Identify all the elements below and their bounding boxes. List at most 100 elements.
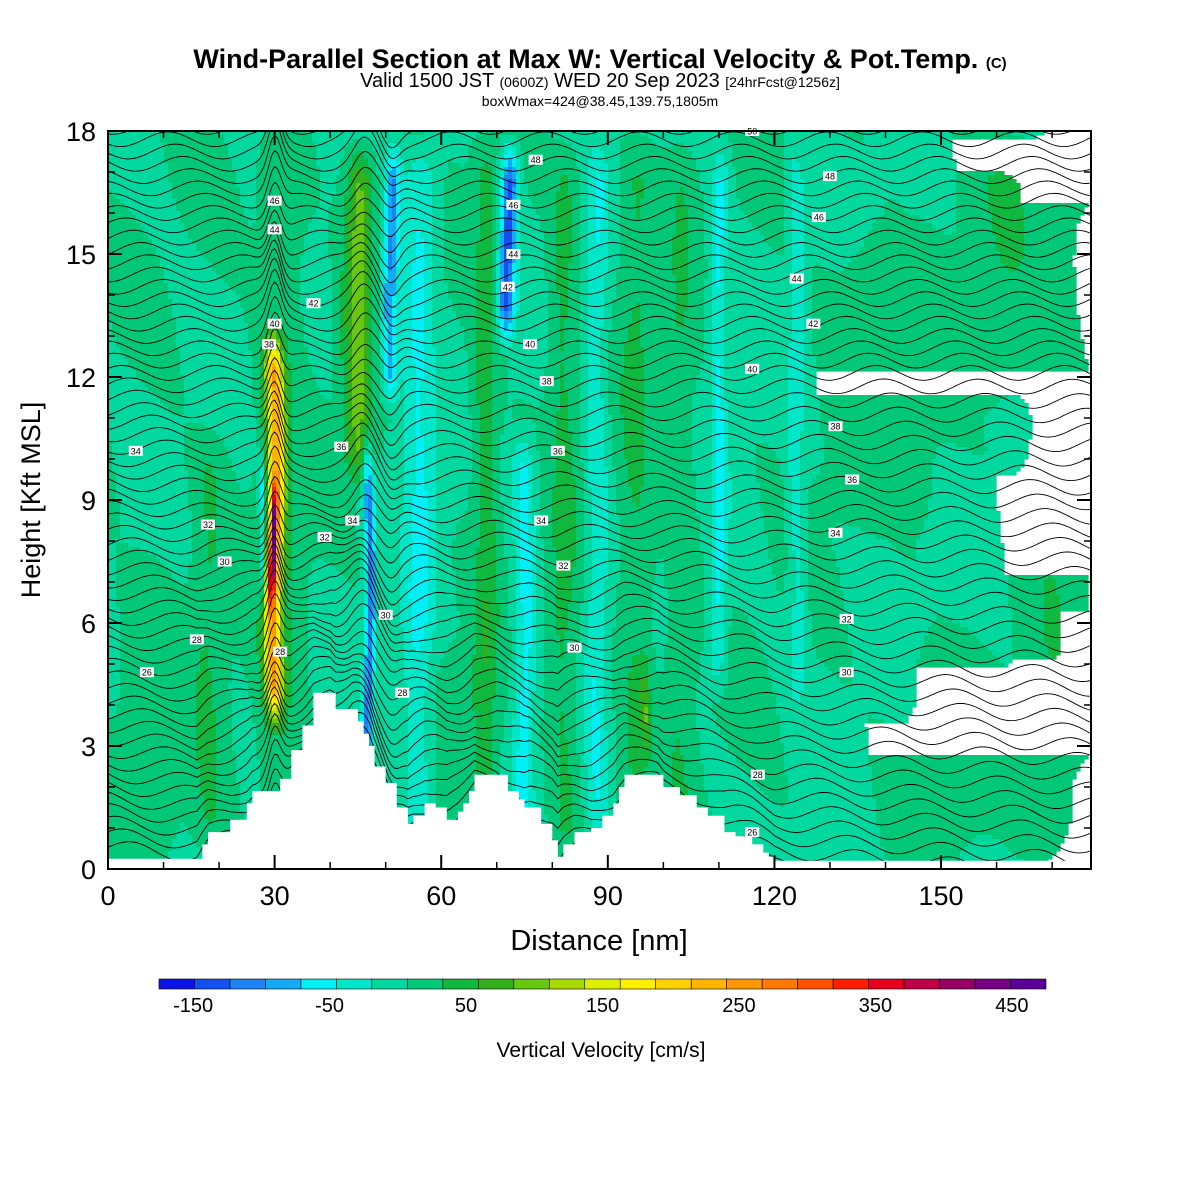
- contour-label: 32: [203, 520, 213, 530]
- y-tick-label: 6: [81, 609, 96, 639]
- y-tick-label: 0: [81, 855, 96, 885]
- contour-label: 34: [536, 516, 546, 526]
- contour-label-bg: [317, 531, 332, 542]
- theta-contour-line: [108, 134, 1091, 186]
- contour-label-bg: [334, 441, 349, 452]
- colorbar-tick-label: 450: [995, 995, 1028, 1017]
- colorbar-swatch: [797, 978, 834, 990]
- x-tick-label: 150: [919, 881, 964, 911]
- contour-label: 40: [525, 340, 535, 350]
- contour-label-bg: [750, 769, 765, 780]
- contour-label: 32: [320, 532, 330, 542]
- theta-contour-line: [108, 369, 1091, 416]
- contour-label: 44: [792, 274, 802, 284]
- colorbar-label: Vertical Velocity [cm/s]: [497, 1039, 706, 1062]
- theta-contour-line: [108, 131, 1091, 169]
- colorbar-swatch: [407, 978, 444, 990]
- contour-label-bg: [839, 667, 854, 678]
- contour-label: 34: [831, 528, 841, 538]
- theta-contour-line: [108, 526, 1091, 595]
- y-tick-label: 15: [66, 240, 96, 270]
- contour-label: 42: [808, 319, 818, 329]
- contour-label-bg: [567, 642, 582, 653]
- theta-contour-line: [108, 516, 1091, 581]
- contour-label-bg: [128, 445, 143, 456]
- theta-contour-line: [108, 181, 1091, 222]
- colorbar-swatch: [1010, 978, 1047, 990]
- theta-contour-line: [108, 248, 1091, 308]
- theta-contour-line: [108, 558, 1091, 653]
- contour-label-bg: [262, 339, 277, 350]
- theta-contour-line: [108, 490, 1091, 552]
- contour-label: 26: [142, 668, 152, 678]
- colorbar-swatch: [761, 978, 798, 990]
- theta-contours: [108, 131, 1091, 869]
- theta-contour-line: [108, 419, 1091, 482]
- theta-contour-line: [108, 399, 1091, 459]
- theta-contour-line: [108, 131, 1091, 159]
- theta-contour-line: [108, 712, 1091, 854]
- theta-contour-line: [108, 535, 1091, 610]
- contour-label: 36: [553, 446, 563, 456]
- colorbar-tick-label: 250: [722, 995, 755, 1017]
- contour-label-bg: [273, 646, 288, 657]
- contour-label: 40: [270, 319, 280, 329]
- x-axis-label: Distance [nm]: [510, 925, 687, 957]
- contour-label-bg: [550, 445, 565, 456]
- contour-label-bg: [828, 421, 843, 432]
- colorbar-swatch: [371, 978, 408, 990]
- theta-contour-line: [108, 504, 1091, 566]
- theta-contour-line: [108, 311, 1091, 357]
- contour-label: 46: [508, 200, 518, 210]
- contour-label: 30: [842, 668, 852, 678]
- x-tick-label: 60: [426, 881, 456, 911]
- contour-label: 38: [264, 340, 274, 350]
- contour-label-bg: [506, 199, 521, 210]
- theta-contour-line: [108, 408, 1091, 471]
- contour-label: 44: [508, 250, 518, 260]
- colorbar-tick-label: -50: [315, 995, 344, 1017]
- theta-contour-line: [108, 681, 1091, 809]
- theta-contour-line: [108, 380, 1091, 432]
- contour-label: 38: [542, 377, 552, 387]
- colorbar-swatch: [868, 978, 905, 990]
- contour-label: 44: [270, 225, 280, 235]
- chart-title: Wind-Parallel Section at Max W: Vertical…: [193, 44, 1007, 74]
- contour-label-bg: [306, 298, 321, 309]
- contour-label-bg: [539, 376, 554, 387]
- contour-label: 48: [825, 172, 835, 182]
- colorbar-tick-label: 350: [859, 995, 892, 1017]
- colorbar-swatch: [619, 978, 657, 990]
- colorbar-tick-label: -150: [173, 995, 213, 1017]
- contour-label-bg: [556, 560, 571, 571]
- contour-label-bg: [806, 318, 821, 329]
- theta-contour-line: [108, 665, 1091, 780]
- colorbar-swatch: [939, 978, 976, 990]
- x-tick-label: 120: [752, 881, 797, 911]
- contour-label: 46: [270, 196, 280, 206]
- theta-contour-line: [108, 550, 1091, 639]
- colorbar-swatch: [548, 978, 586, 990]
- theta-contour-line: [108, 724, 1091, 869]
- theta-contour-line: [108, 390, 1091, 446]
- contour-label-bg: [217, 556, 232, 567]
- colorbar-swatch: [974, 978, 1011, 990]
- contour-label: 28: [192, 635, 202, 645]
- x-tick-label: 0: [100, 881, 115, 911]
- contour-label: 34: [131, 446, 141, 456]
- theta-contour-line: [108, 568, 1091, 668]
- theta-contour-line: [108, 281, 1091, 336]
- contour-label: 42: [503, 282, 513, 292]
- colorbar-tick-label: 50: [455, 995, 477, 1017]
- contour-label: 38: [831, 422, 841, 432]
- theta-contour-line: [108, 220, 1091, 269]
- contour-label: 48: [531, 155, 541, 165]
- contour-label: 30: [570, 643, 580, 653]
- contour-label-bg: [345, 515, 360, 526]
- colorbar: -150 -50 50 150 250 350 450: [158, 978, 1047, 1017]
- theta-contour-line: [108, 475, 1091, 538]
- contour-label: 28: [275, 647, 285, 657]
- theta-contour-line: [108, 607, 1091, 711]
- terrain-mask: [108, 692, 1091, 869]
